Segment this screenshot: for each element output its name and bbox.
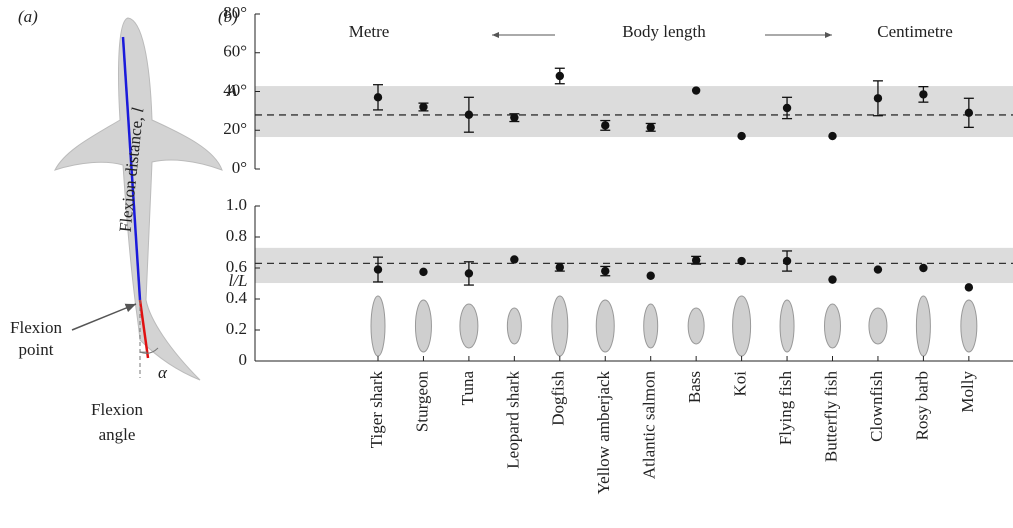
point [419,268,427,276]
x-tick-label: Tuna [458,371,477,406]
point [374,93,382,101]
point [465,269,473,277]
figure: (a) Flexion distance, l Flexion point α … [0,0,1013,528]
point [965,109,973,117]
fish-icon [415,300,431,352]
y-tick-label: 0.2 [226,319,247,338]
point [647,272,655,280]
point [601,267,609,275]
fish-icon [780,300,794,352]
y-tick-label: 0 [239,350,248,369]
fish-icon [507,308,521,344]
x-tick-label: Tiger shark [367,371,386,449]
flexion-point-label: Flexion [10,318,62,337]
y-tick-label: 1.0 [226,195,247,214]
x-tick-label: Clownfish [867,371,886,442]
annotation: Centimetre [877,22,953,41]
fish-icon [460,304,478,348]
x-tick-label: Rosy barb [912,371,931,440]
point [828,275,836,283]
point [919,264,927,272]
point [601,121,609,129]
x-tick-label: Dogfish [549,371,568,426]
x-tick-label: Bass [685,371,704,403]
fish-icon [644,304,658,348]
point [783,257,791,265]
fish-icon [371,296,385,356]
x-tick-label: Yellow amberjack [594,371,613,495]
flexion-angle-label: Flexion [91,400,143,419]
fish-icon [552,296,568,356]
y-tick-label: 80° [223,3,247,22]
point [737,132,745,140]
point [556,72,564,80]
fish-icon [688,308,704,344]
fish-icon [825,304,841,348]
y-tick-label: 60° [223,42,247,61]
point [374,265,382,273]
alpha-label: α [158,363,168,382]
shark-diagram [55,18,222,380]
y-tick-label: 40° [223,80,247,99]
x-tick-label: Flying fish [776,371,795,446]
point [647,123,655,131]
point [692,86,700,94]
point [692,256,700,264]
x-tick-label: Butterfly fish [821,371,840,463]
annotation: Body length [622,22,706,41]
fish-icon [916,296,930,356]
y-tick-label: 0.4 [226,288,248,307]
point [919,90,927,98]
point [556,263,564,271]
y-tick-label: 20° [223,119,247,138]
point [510,255,518,263]
point [828,132,836,140]
fish-icon [596,300,614,352]
fish-icon [869,308,887,344]
fish-icon [733,296,751,356]
point [465,111,473,119]
flexion-angle-label: angle [99,425,136,444]
x-tick-label: Molly [958,371,977,413]
shaded-band [255,86,1013,137]
point [783,104,791,112]
point [965,283,973,291]
x-tick-label: Leopard shark [503,371,522,469]
y-tick-label: 0.8 [226,226,247,245]
x-tick-label: Sturgeon [412,371,431,433]
flexion-point-label: point [19,340,54,359]
x-tick-label: Koi [731,371,750,397]
point [874,265,882,273]
y-tick-label: 0.6 [226,257,247,276]
y-tick-label: 0° [232,158,247,177]
shaded-band [255,248,1013,283]
point [510,113,518,121]
annotation: Metre [349,22,390,41]
point [419,103,427,111]
x-tick-label: Atlantic salmon [640,371,659,480]
panel-label: (a) [18,7,38,26]
point [737,257,745,265]
fish-icon [961,300,977,352]
point [874,94,882,102]
